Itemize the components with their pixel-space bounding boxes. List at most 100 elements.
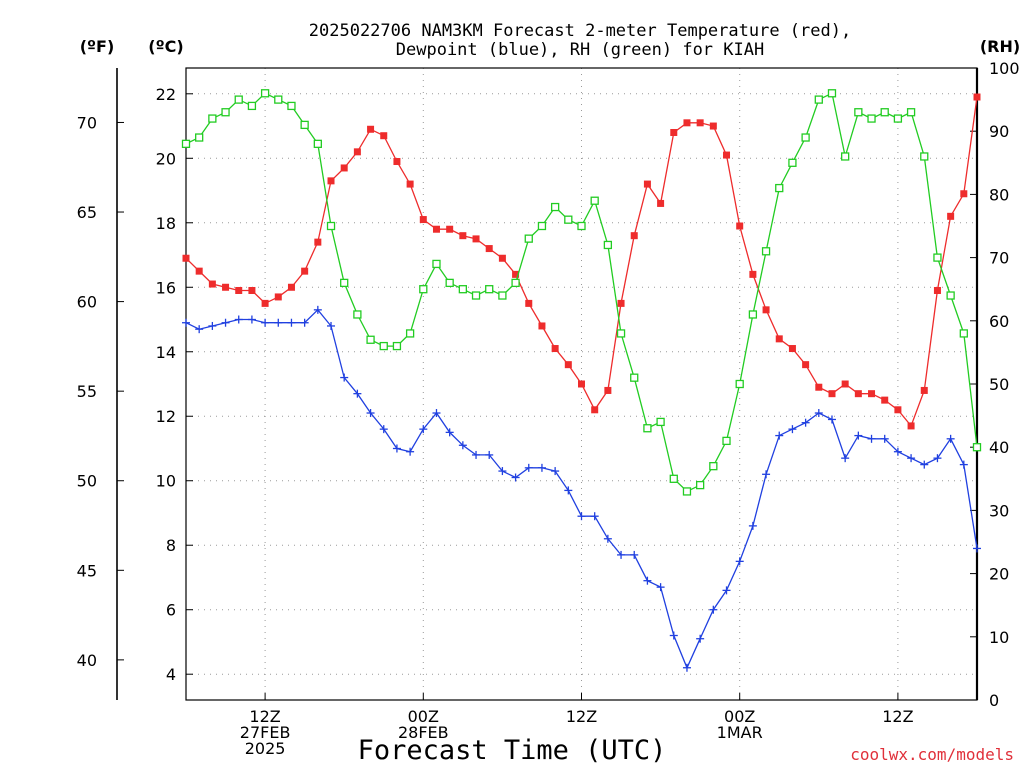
data-point bbox=[920, 460, 929, 469]
data-point bbox=[590, 512, 599, 521]
data-point bbox=[195, 267, 203, 275]
celsius-tick-label: 10 bbox=[156, 472, 176, 491]
data-point bbox=[761, 247, 771, 256]
data-point bbox=[551, 467, 560, 476]
data-point bbox=[419, 285, 428, 294]
data-point bbox=[287, 101, 296, 111]
data-point bbox=[446, 225, 454, 233]
data-point bbox=[195, 325, 204, 334]
series-plus bbox=[182, 305, 981, 672]
data-point bbox=[762, 306, 770, 314]
data-point bbox=[736, 222, 744, 230]
data-point bbox=[696, 634, 705, 643]
data-point bbox=[827, 415, 836, 424]
data-point bbox=[392, 444, 401, 453]
data-point bbox=[880, 108, 889, 117]
data-point bbox=[775, 183, 784, 193]
data-point bbox=[459, 232, 467, 240]
data-point bbox=[340, 278, 349, 288]
data-point bbox=[327, 177, 335, 185]
data-point bbox=[379, 341, 388, 351]
data-point bbox=[801, 133, 810, 142]
data-point bbox=[564, 361, 572, 369]
data-point bbox=[868, 390, 876, 398]
source-credit: coolwx.com/models bbox=[850, 745, 1014, 764]
data-point bbox=[301, 267, 309, 275]
data-point bbox=[682, 663, 691, 672]
data-point bbox=[669, 474, 678, 483]
data-point bbox=[643, 576, 652, 585]
data-point bbox=[748, 521, 757, 530]
data-point bbox=[723, 151, 731, 159]
data-point bbox=[933, 253, 942, 262]
x-axis-label: Forecast Time (UTC) bbox=[358, 735, 667, 766]
data-point bbox=[222, 283, 230, 291]
axes: 4 6 8 10 12 14 16 18 20 22 40 45 50 55 60 65 70 0 10 20 30 40… bbox=[77, 59, 1020, 710]
data-point bbox=[841, 454, 850, 463]
celsius-unit-label: (ºC) bbox=[148, 37, 183, 56]
rh-tick-label: 80 bbox=[989, 185, 1009, 204]
data-point bbox=[274, 318, 283, 327]
data-point bbox=[709, 122, 717, 130]
data-point bbox=[881, 396, 889, 404]
celsius-tick-label: 20 bbox=[156, 149, 176, 168]
celsius-tick-label: 12 bbox=[156, 407, 176, 426]
data-point bbox=[946, 291, 955, 300]
data-point bbox=[445, 428, 454, 437]
data-point bbox=[472, 450, 481, 459]
x-tick-label: 1MAR bbox=[717, 723, 763, 742]
rh-tick-label: 50 bbox=[989, 375, 1009, 394]
data-point bbox=[406, 180, 414, 188]
data-point bbox=[841, 152, 850, 161]
data-point bbox=[893, 447, 902, 456]
data-point bbox=[801, 418, 810, 427]
data-point bbox=[603, 240, 613, 250]
fahrenheit-tick-label: 50 bbox=[77, 472, 97, 491]
data-point bbox=[182, 318, 190, 327]
data-point bbox=[656, 417, 665, 427]
data-point bbox=[353, 310, 362, 319]
data-point bbox=[709, 462, 718, 471]
data-point bbox=[854, 390, 862, 398]
data-point bbox=[248, 286, 256, 294]
data-point bbox=[630, 373, 639, 382]
data-point bbox=[696, 119, 704, 127]
data-point bbox=[973, 544, 981, 553]
data-point bbox=[656, 583, 665, 592]
data-point bbox=[946, 434, 955, 443]
data-point bbox=[406, 447, 415, 456]
data-point bbox=[722, 436, 731, 446]
data-point bbox=[827, 89, 837, 98]
fahrenheit-tick-label: 40 bbox=[77, 651, 97, 670]
data-point bbox=[405, 329, 415, 338]
data-point bbox=[907, 454, 916, 463]
x-tick-label: 12Z bbox=[882, 707, 913, 726]
data-point bbox=[933, 286, 941, 294]
data-point bbox=[234, 95, 243, 104]
data-point bbox=[498, 467, 507, 476]
data-point bbox=[564, 486, 573, 495]
celsius-tick-label: 16 bbox=[156, 278, 176, 297]
data-point bbox=[788, 158, 797, 167]
data-point bbox=[235, 286, 243, 294]
data-point bbox=[814, 95, 823, 104]
data-point bbox=[221, 108, 230, 117]
data-point bbox=[195, 133, 204, 142]
data-point bbox=[261, 318, 270, 327]
data-point bbox=[669, 631, 678, 640]
fahrenheit-tick-label: 55 bbox=[77, 382, 97, 401]
data-point bbox=[841, 380, 849, 388]
data-point bbox=[775, 431, 784, 440]
data-point bbox=[274, 293, 282, 301]
data-point bbox=[353, 389, 362, 398]
data-point bbox=[366, 335, 375, 344]
data-series bbox=[181, 89, 982, 672]
data-point bbox=[367, 125, 375, 133]
data-point bbox=[960, 190, 968, 198]
data-point bbox=[498, 291, 507, 300]
data-point bbox=[485, 245, 493, 253]
data-point bbox=[748, 310, 758, 319]
data-point bbox=[802, 361, 810, 369]
